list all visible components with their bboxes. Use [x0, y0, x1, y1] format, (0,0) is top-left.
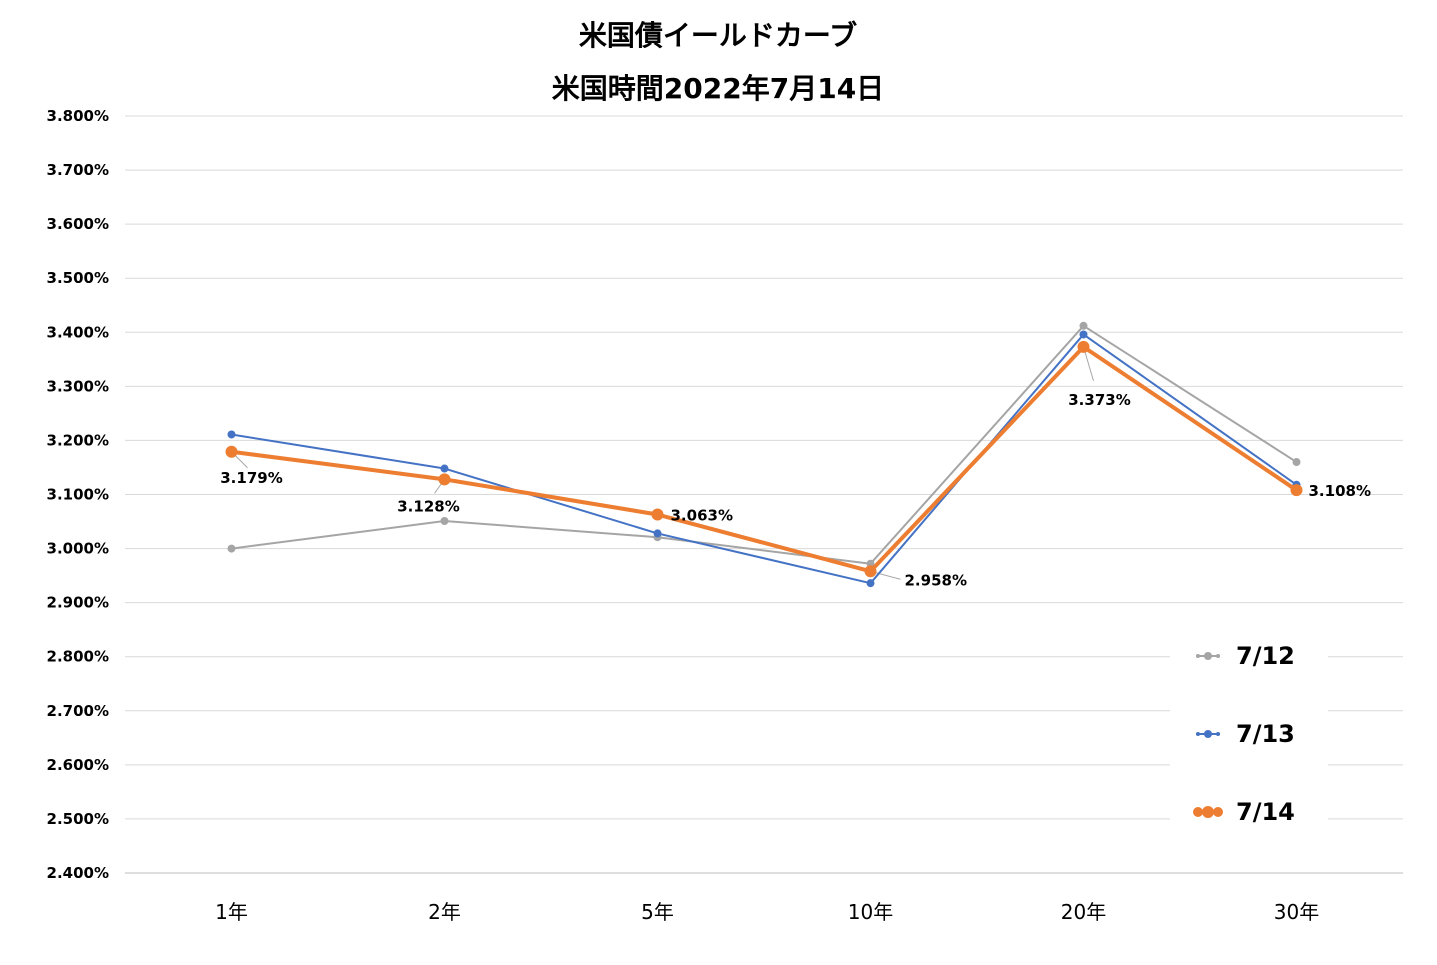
legend-entry: 7/13	[1196, 720, 1295, 748]
data-point	[1079, 321, 1088, 330]
data-point	[653, 529, 662, 538]
series-layer	[225, 321, 1303, 588]
data-point	[864, 565, 877, 578]
chart-subtitle: 米国時間2022年7月14日	[552, 72, 884, 105]
y-tick-label: 2.600%	[47, 756, 109, 774]
legend-swatch-marker	[1202, 806, 1214, 818]
data-point	[1292, 458, 1301, 467]
y-tick-label: 3.400%	[47, 323, 109, 341]
y-tick-label: 3.500%	[47, 269, 109, 287]
legend-label: 7/12	[1236, 642, 1295, 670]
data-label: 3.179%	[220, 469, 282, 487]
data-label: 2.958%	[905, 571, 967, 589]
y-tick-label: 3.600%	[47, 215, 109, 233]
legend-entry: 7/14	[1193, 798, 1295, 826]
legend-swatch-dot	[1216, 732, 1220, 736]
legend-swatch-dot	[1213, 807, 1223, 817]
data-point	[866, 579, 875, 588]
y-tick-label: 2.700%	[47, 702, 109, 720]
x-tick-label: 20年	[1061, 900, 1106, 924]
series-line	[231, 344, 1298, 574]
data-label: 3.063%	[671, 507, 733, 525]
legend-swatch-dot	[1216, 654, 1220, 658]
legend-swatch-dot	[1196, 654, 1200, 658]
y-tick-label: 2.900%	[47, 594, 109, 612]
data-label: 3.373%	[1068, 391, 1130, 409]
x-tick-label: 5年	[641, 900, 674, 924]
data-point	[440, 464, 449, 473]
x-tick-label: 1年	[215, 900, 248, 924]
data-point	[438, 473, 451, 486]
legend-entry: 7/12	[1196, 642, 1295, 670]
x-tick-label: 30年	[1274, 900, 1319, 924]
data-label: 3.128%	[397, 497, 459, 515]
legend-label: 7/13	[1236, 720, 1295, 748]
series-line	[231, 333, 1298, 585]
legend-label: 7/14	[1236, 798, 1295, 826]
legend: 7/12 7/13 7/14	[1170, 628, 1328, 828]
y-tick-label: 3.200%	[47, 431, 109, 449]
y-tick-label: 2.400%	[47, 864, 109, 882]
data-point	[1077, 340, 1090, 353]
x-axis-ticks: 1年 2年 5年 10年 20年 30年	[215, 900, 1319, 924]
data-label: 3.108%	[1309, 482, 1371, 500]
data-labels: 3.179% 3.128% 3.063% 2.958% 3.373% 3.108%	[220, 391, 1371, 589]
x-tick-label: 10年	[848, 900, 893, 924]
data-label-leaders	[231, 346, 1094, 580]
y-tick-label: 3.800%	[47, 107, 109, 125]
y-axis-ticks: 3.800% 3.700% 3.600% 3.500% 3.400% 3.300% 3.20…	[47, 107, 109, 882]
series-7-13	[227, 330, 1301, 588]
legend-swatch-marker	[1204, 730, 1212, 738]
data-point	[227, 430, 236, 439]
legend-swatch-dot	[1196, 732, 1200, 736]
legend-box	[1170, 628, 1328, 828]
series-line	[231, 324, 1298, 565]
y-tick-label: 3.300%	[47, 377, 109, 395]
data-point	[440, 516, 449, 525]
legend-swatch-dot	[1193, 807, 1203, 817]
data-point	[1079, 330, 1088, 339]
series-7-12	[227, 321, 1301, 568]
series-7-14	[225, 340, 1303, 578]
data-point	[1290, 484, 1303, 497]
x-tick-label: 2年	[428, 900, 461, 924]
y-tick-label: 3.700%	[47, 161, 109, 179]
y-tick-label: 3.000%	[47, 540, 109, 558]
legend-swatch-marker	[1204, 652, 1212, 660]
chart-title: 米国債イールドカーブ	[579, 19, 857, 52]
y-tick-label: 3.100%	[47, 486, 109, 504]
data-point	[227, 544, 236, 553]
y-tick-label: 2.800%	[47, 648, 109, 666]
data-point	[651, 508, 664, 521]
data-point	[225, 445, 238, 458]
y-tick-label: 2.500%	[47, 810, 109, 828]
